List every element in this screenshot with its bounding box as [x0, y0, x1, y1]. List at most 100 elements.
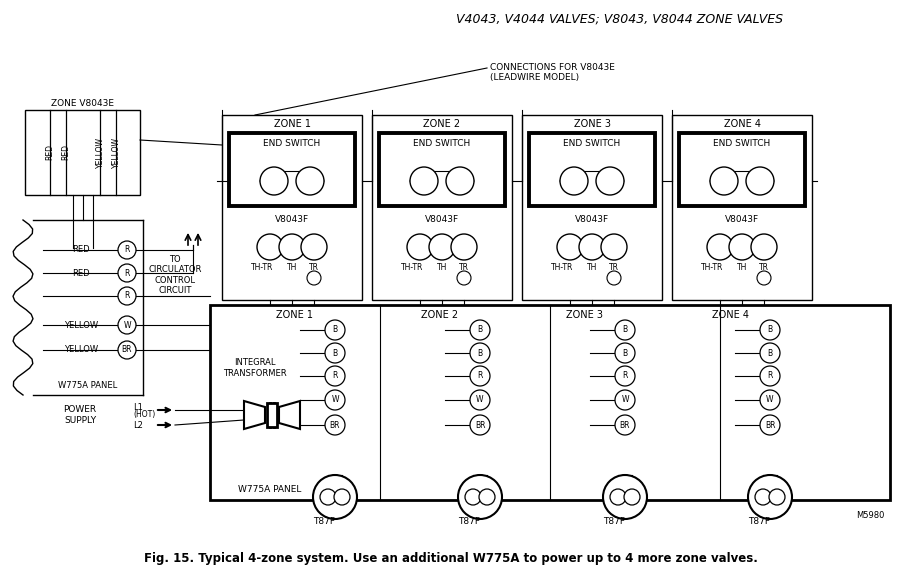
Circle shape — [118, 341, 136, 359]
Circle shape — [257, 234, 283, 260]
Text: TH: TH — [587, 264, 597, 272]
Bar — [372, 115, 512, 300]
Text: ZONE 2: ZONE 2 — [423, 119, 461, 129]
Circle shape — [470, 415, 490, 435]
Circle shape — [407, 234, 433, 260]
Text: Fig. 15. Typical 4-zone system. Use an additional W775A to power up to 4 more zo: Fig. 15. Typical 4-zone system. Use an a… — [144, 552, 758, 565]
Bar — [522, 115, 662, 300]
Text: YELLOW: YELLOW — [112, 137, 121, 168]
Text: TH: TH — [437, 264, 447, 272]
Text: W: W — [124, 320, 131, 329]
Text: V8043F: V8043F — [425, 215, 459, 224]
Text: T87F: T87F — [748, 518, 770, 526]
Text: BR: BR — [765, 421, 775, 429]
Circle shape — [615, 415, 635, 435]
Text: RED: RED — [45, 144, 54, 160]
Text: (HOT): (HOT) — [133, 410, 155, 418]
Text: YELLOW: YELLOW — [64, 346, 98, 354]
Text: END SWITCH: END SWITCH — [713, 140, 770, 148]
Text: ZONE 3: ZONE 3 — [566, 310, 603, 320]
Circle shape — [557, 234, 583, 260]
Text: R: R — [124, 268, 130, 278]
Circle shape — [607, 271, 621, 285]
Circle shape — [624, 489, 640, 505]
Circle shape — [320, 489, 336, 505]
Circle shape — [325, 415, 345, 435]
Bar — [210, 305, 890, 500]
Text: B: B — [768, 349, 772, 358]
Text: B: B — [768, 325, 772, 335]
Text: END SWITCH: END SWITCH — [413, 140, 471, 148]
Circle shape — [748, 475, 792, 519]
Circle shape — [707, 234, 733, 260]
Bar — [222, 115, 362, 300]
Circle shape — [325, 320, 345, 340]
Text: B: B — [622, 349, 628, 358]
Text: ZONE 2: ZONE 2 — [421, 310, 458, 320]
Text: RED: RED — [72, 245, 90, 254]
Circle shape — [470, 343, 490, 363]
Circle shape — [751, 234, 777, 260]
Text: B: B — [333, 325, 337, 335]
Text: ZONE 1: ZONE 1 — [277, 310, 314, 320]
Text: R: R — [332, 372, 337, 380]
Circle shape — [755, 489, 771, 505]
Circle shape — [596, 167, 624, 195]
Circle shape — [325, 390, 345, 410]
Circle shape — [760, 415, 780, 435]
Circle shape — [470, 320, 490, 340]
Circle shape — [615, 366, 635, 386]
Bar — [672, 115, 812, 300]
Text: L1: L1 — [133, 403, 143, 413]
Text: W: W — [767, 395, 774, 404]
Text: RED: RED — [61, 144, 70, 160]
Text: B: B — [333, 349, 337, 358]
Text: B: B — [622, 325, 628, 335]
Polygon shape — [244, 401, 265, 429]
Text: END SWITCH: END SWITCH — [263, 140, 320, 148]
Text: V8043F: V8043F — [575, 215, 609, 224]
Circle shape — [334, 489, 350, 505]
Circle shape — [760, 366, 780, 386]
Circle shape — [769, 489, 785, 505]
Circle shape — [615, 320, 635, 340]
Text: V4043, V4044 VALVES; V8043, V8044 ZONE VALVES: V4043, V4044 VALVES; V8043, V8044 ZONE V… — [456, 13, 784, 26]
Circle shape — [710, 167, 738, 195]
Text: TR: TR — [759, 264, 769, 272]
Text: W: W — [621, 395, 629, 404]
Text: BR: BR — [474, 421, 485, 429]
Circle shape — [325, 343, 345, 363]
Text: V8043F: V8043F — [725, 215, 759, 224]
Text: R: R — [477, 372, 483, 380]
Text: CONNECTIONS FOR V8043E
(LEADWIRE MODEL): CONNECTIONS FOR V8043E (LEADWIRE MODEL) — [490, 63, 615, 83]
Text: ZONE V8043E: ZONE V8043E — [51, 99, 114, 107]
Text: TR: TR — [609, 264, 619, 272]
Text: T87F: T87F — [603, 518, 625, 526]
Circle shape — [465, 489, 481, 505]
Circle shape — [458, 475, 502, 519]
Text: TH-TR: TH-TR — [400, 264, 423, 272]
Text: ZONE 4: ZONE 4 — [712, 310, 749, 320]
Circle shape — [260, 167, 288, 195]
Circle shape — [757, 271, 771, 285]
Circle shape — [615, 390, 635, 410]
Circle shape — [313, 475, 357, 519]
Text: TH: TH — [287, 264, 297, 272]
Circle shape — [579, 234, 605, 260]
Circle shape — [451, 234, 477, 260]
Text: T87F: T87F — [313, 518, 335, 526]
Text: TH-TR: TH-TR — [251, 264, 273, 272]
Circle shape — [325, 366, 345, 386]
Text: ZONE 4: ZONE 4 — [723, 119, 760, 129]
Text: END SWITCH: END SWITCH — [564, 140, 621, 148]
Text: TO
CIRCULATOR
CONTROL
CIRCUIT: TO CIRCULATOR CONTROL CIRCUIT — [148, 255, 202, 295]
Text: ZONE 3: ZONE 3 — [574, 119, 611, 129]
Circle shape — [410, 167, 438, 195]
Circle shape — [457, 271, 471, 285]
Circle shape — [118, 287, 136, 305]
Text: W: W — [476, 395, 483, 404]
Text: M5980: M5980 — [856, 511, 884, 519]
Circle shape — [760, 320, 780, 340]
Text: TH-TR: TH-TR — [701, 264, 723, 272]
Text: INTEGRAL
TRANSFORMER: INTEGRAL TRANSFORMER — [223, 358, 287, 378]
